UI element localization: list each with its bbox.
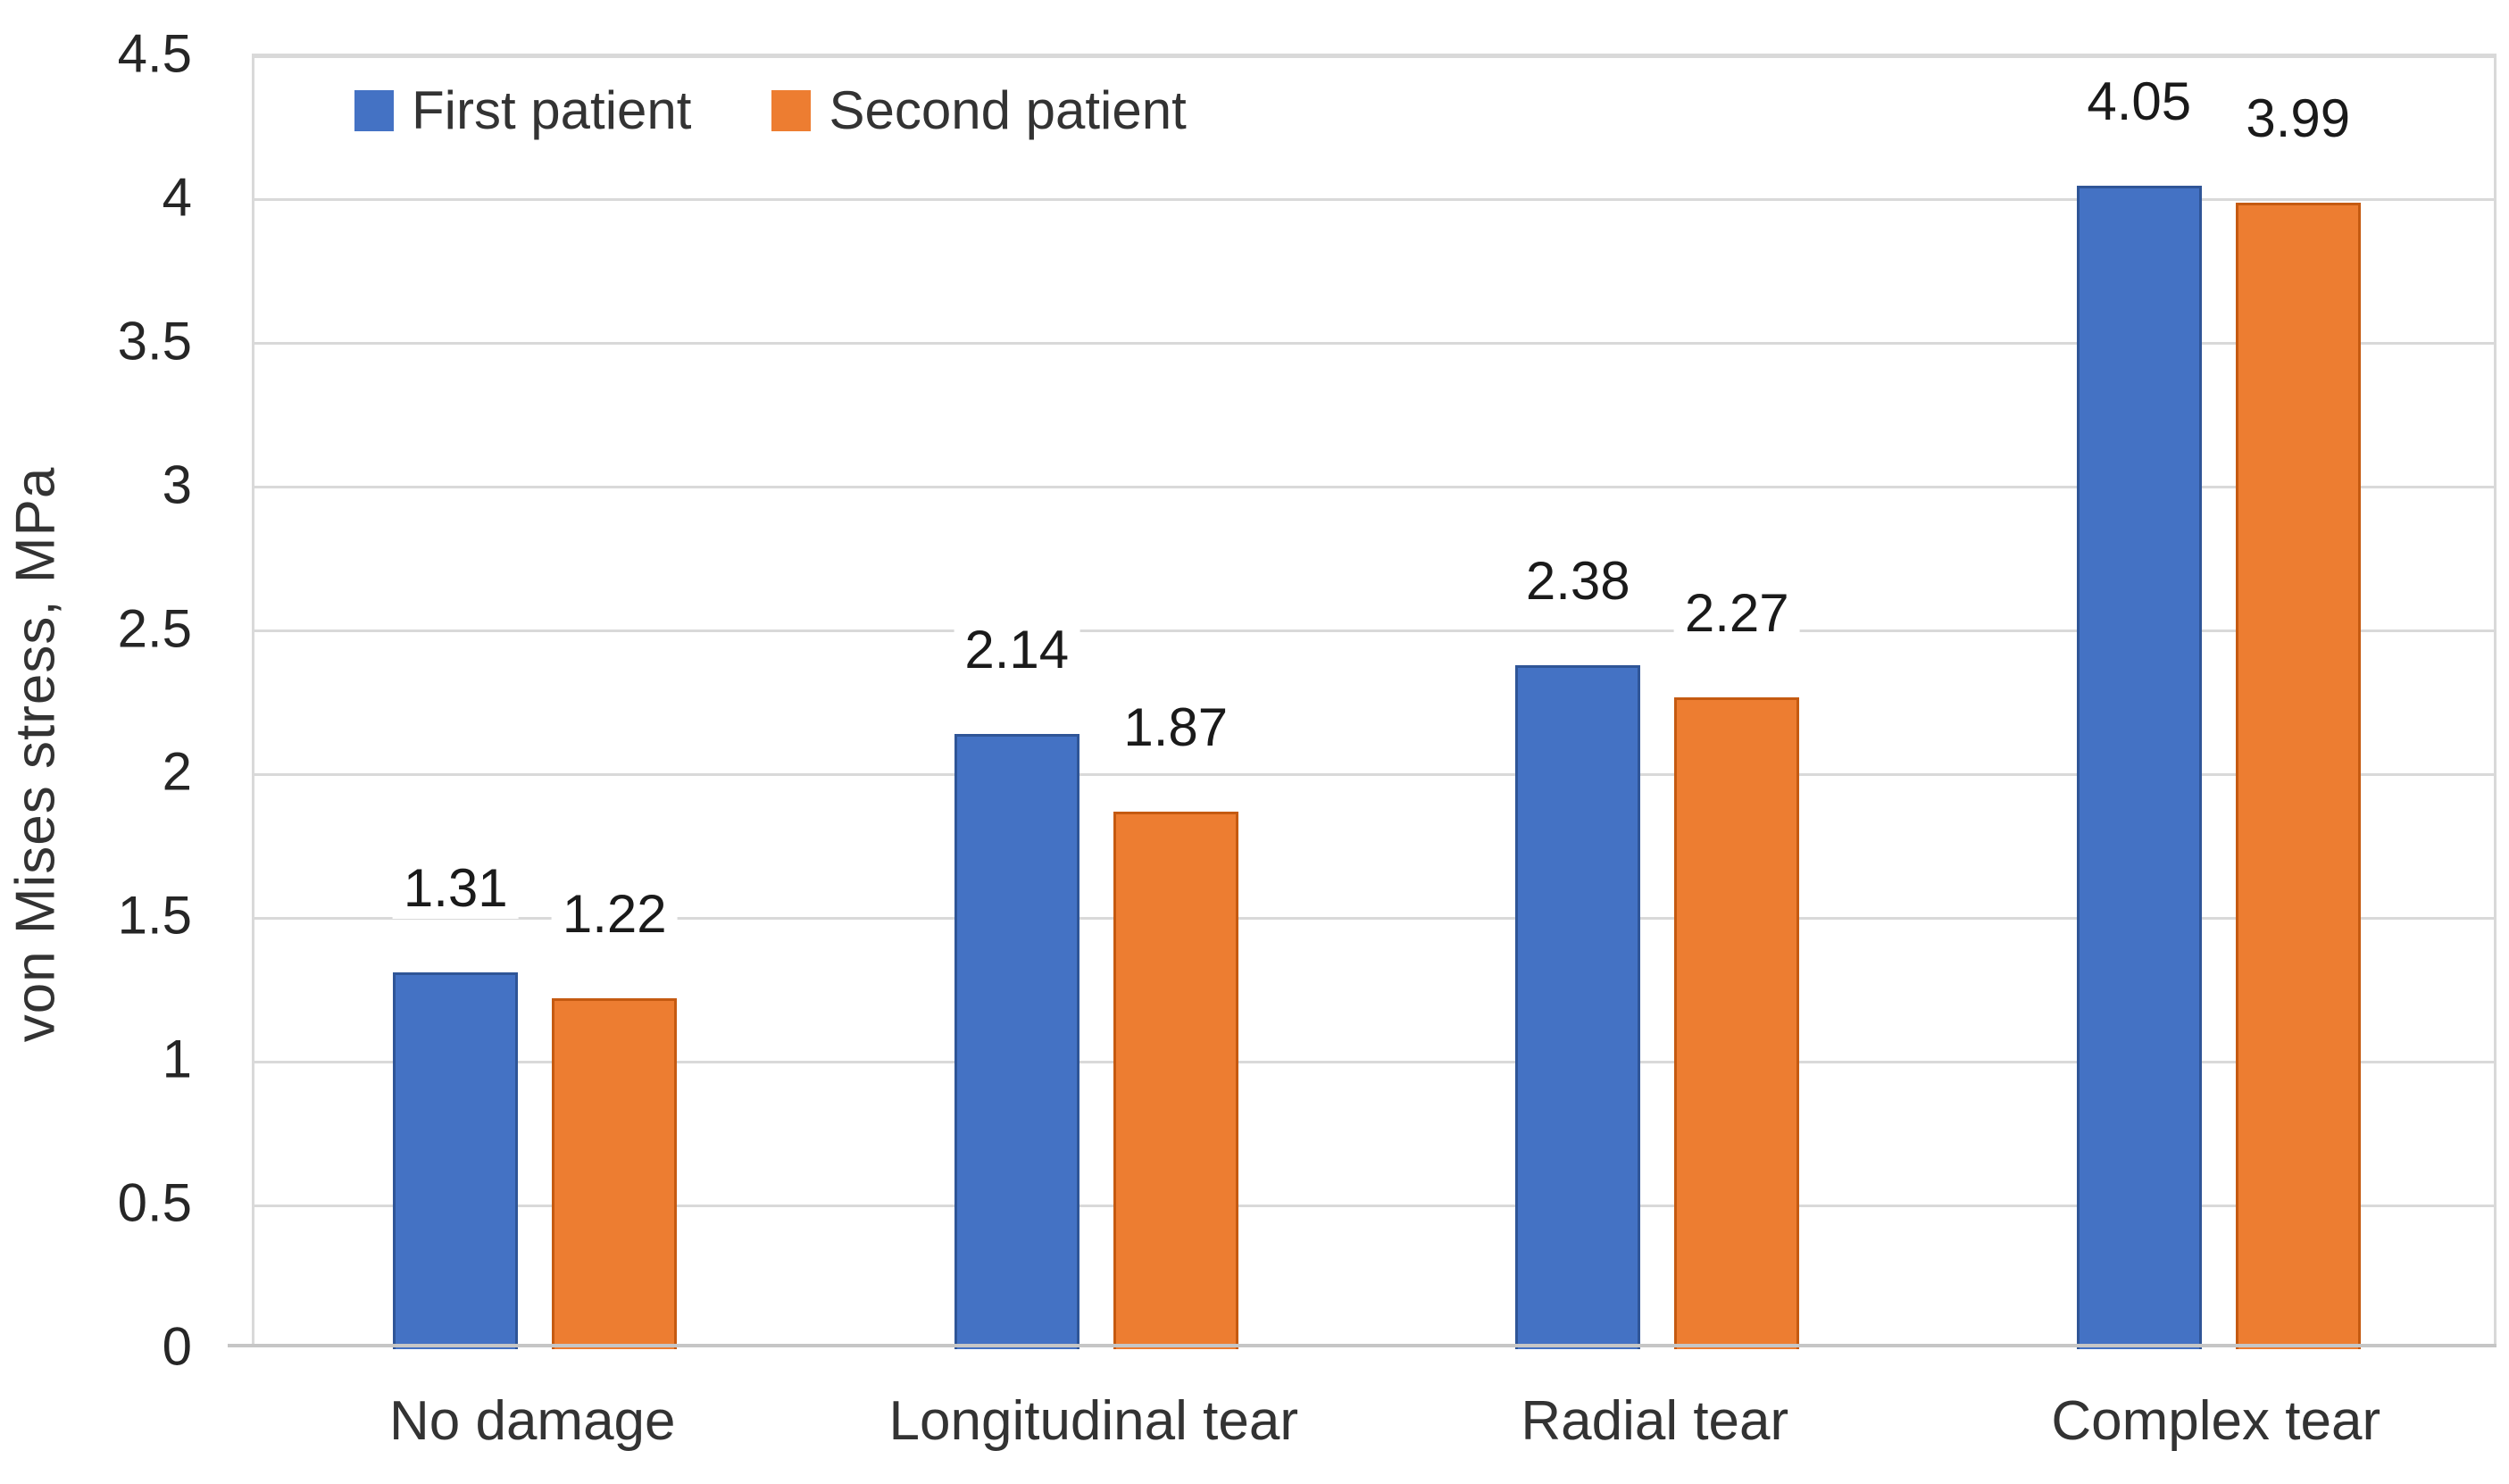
y-tick-label: 0 bbox=[162, 1316, 192, 1377]
bar-second-patient bbox=[552, 998, 678, 1349]
legend-item-second-patient: Second patient bbox=[771, 79, 1187, 141]
data-label: 1.31 bbox=[392, 858, 519, 920]
data-label: 1.87 bbox=[1113, 697, 1239, 759]
data-label: 2.27 bbox=[1673, 582, 1800, 644]
legend-label-first-patient: First patient bbox=[412, 80, 692, 140]
bar-first-patient bbox=[1515, 665, 1641, 1349]
x-category-label: Complex tear bbox=[2051, 1390, 2381, 1452]
gridline bbox=[254, 486, 2494, 489]
gridline bbox=[254, 1204, 2494, 1207]
y-tick-label: 4.5 bbox=[117, 23, 192, 84]
gridline bbox=[254, 772, 2494, 776]
x-axis-line bbox=[228, 1344, 2496, 1347]
gridline bbox=[254, 54, 2494, 58]
bar-first-patient bbox=[954, 734, 1079, 1349]
legend-label-second-patient: Second patient bbox=[829, 80, 1187, 140]
bar-first-patient bbox=[2076, 185, 2202, 1349]
y-tick-label: 1 bbox=[162, 1029, 192, 1089]
gridline bbox=[254, 198, 2494, 202]
legend-item-first-patient: First patient bbox=[354, 79, 691, 141]
y-tick-label: 1.5 bbox=[117, 885, 192, 946]
x-category-label: No damage bbox=[388, 1390, 676, 1452]
bar-second-patient bbox=[1113, 812, 1238, 1349]
plot-area: 1.31 1.22 2.14 1.87 2.38 2.27 4.05 3.99 First p… bbox=[252, 54, 2496, 1349]
y-tick-label: 0.5 bbox=[117, 1172, 192, 1233]
data-label: 1.22 bbox=[551, 884, 678, 946]
bar-first-patient bbox=[393, 972, 519, 1349]
y-axis-title: von Mises stress, MPa bbox=[4, 466, 67, 1043]
y-tick-label: 2.5 bbox=[117, 598, 192, 659]
data-label: 3.99 bbox=[2235, 88, 2362, 150]
x-category-label: Radial tear bbox=[1521, 1390, 1789, 1452]
gridline bbox=[254, 342, 2494, 346]
y-tick-label: 2 bbox=[162, 741, 192, 802]
legend-swatch-first-patient bbox=[354, 89, 394, 131]
y-tick-label: 4 bbox=[162, 167, 192, 228]
y-tick-label: 3 bbox=[162, 454, 192, 515]
data-label: 2.14 bbox=[954, 620, 1080, 681]
data-label: 2.38 bbox=[1514, 551, 1641, 613]
legend-swatch-second-patient bbox=[771, 89, 812, 131]
bar-second-patient bbox=[1674, 696, 1800, 1349]
bar-second-patient bbox=[2235, 203, 2361, 1349]
gridline bbox=[254, 916, 2494, 920]
gridline bbox=[254, 629, 2494, 633]
y-tick-label: 3.5 bbox=[117, 311, 192, 371]
gridline bbox=[254, 1060, 2494, 1063]
legend: First patient Second patient bbox=[354, 79, 1187, 141]
data-label: 4.05 bbox=[2076, 71, 2203, 132]
x-category-label: Longitudinal tear bbox=[888, 1390, 1298, 1452]
